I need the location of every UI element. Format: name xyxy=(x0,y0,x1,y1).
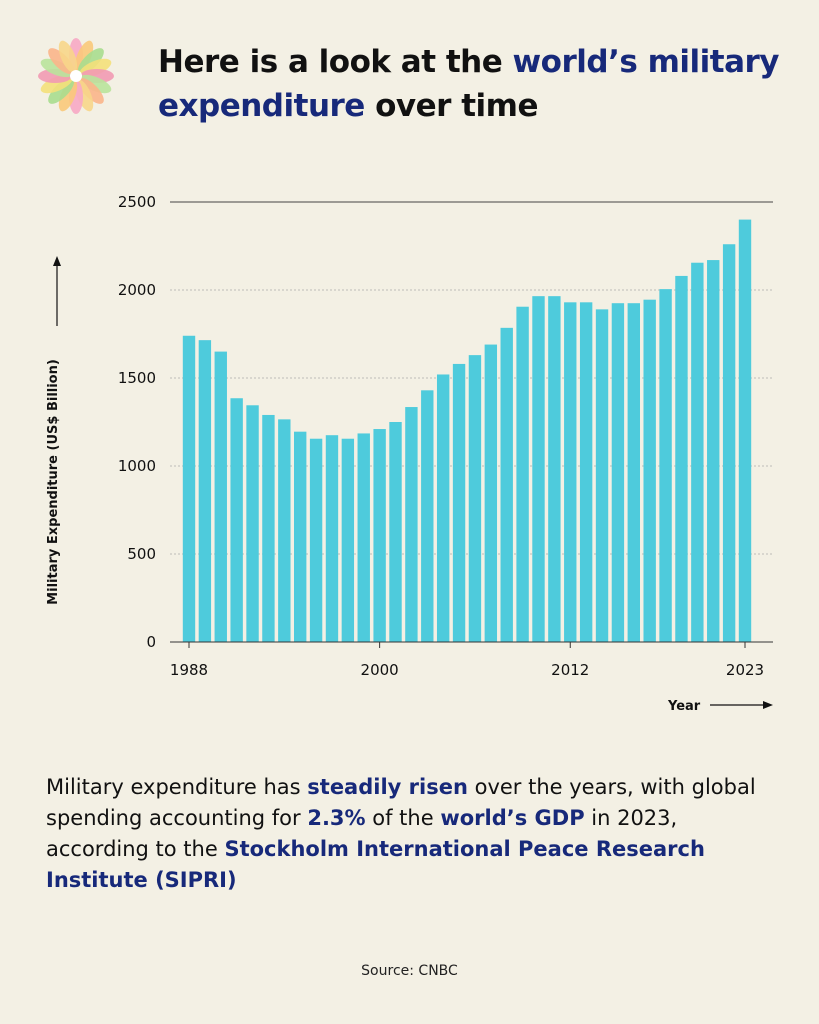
bar xyxy=(516,306,529,642)
bar xyxy=(294,431,307,642)
bar xyxy=(500,327,513,642)
title-text: over time xyxy=(364,88,539,124)
y-tick-label: 1500 xyxy=(118,369,156,387)
caption-segment: of the xyxy=(365,806,441,830)
bar xyxy=(246,405,259,642)
bar xyxy=(595,309,609,642)
bar xyxy=(373,429,386,642)
bar xyxy=(357,433,370,642)
y-tick-label: 500 xyxy=(127,545,156,563)
bar xyxy=(738,219,752,642)
bar xyxy=(405,407,418,642)
y-tick-label: 1000 xyxy=(118,457,156,475)
bar xyxy=(707,260,720,642)
bar xyxy=(341,438,355,642)
caption-text: Military expenditure has steadily risen … xyxy=(46,772,781,896)
title-text: Here is a look at the xyxy=(158,44,513,80)
bar xyxy=(484,344,498,642)
bar xyxy=(262,414,275,642)
caption-segment: Military expenditure has xyxy=(46,775,308,799)
x-axis-title: Year xyxy=(667,699,701,714)
military-expenditure-chart: 0 500 1000 1500 2000 2500 1988 2000 2012 2023 Mili… xyxy=(46,193,773,714)
bar xyxy=(548,296,561,642)
arrow-up-icon xyxy=(53,256,61,266)
bar xyxy=(532,296,545,642)
bar xyxy=(452,363,466,642)
title-highlight: world’s military expenditure xyxy=(158,44,780,124)
caption-emphasis: world’s GDP xyxy=(440,806,585,830)
y-tick-label: 0 xyxy=(146,633,156,651)
y-tick-label: 2000 xyxy=(118,281,156,299)
bar xyxy=(182,335,196,642)
bar xyxy=(691,262,704,642)
y-axis-title: Military Expenditure (US$ Billion) xyxy=(46,359,61,605)
bar xyxy=(579,302,593,642)
caption-segment: in 2023, according to the xyxy=(46,806,678,861)
bar xyxy=(627,303,640,642)
x-tick-label: 2023 xyxy=(726,661,764,679)
page-title: Here is a look at the world’s military e… xyxy=(158,40,798,128)
bar xyxy=(309,438,323,642)
y-tick-label: 2500 xyxy=(118,193,156,211)
x-tick-label: 2000 xyxy=(361,661,399,679)
x-tick-label: 2012 xyxy=(551,661,589,679)
bar xyxy=(611,303,625,642)
bar xyxy=(421,390,434,642)
source-note: Source: CNBC xyxy=(361,963,458,979)
bar xyxy=(325,435,339,642)
bar xyxy=(436,374,450,642)
bar xyxy=(230,398,243,642)
bar xyxy=(389,422,402,642)
bar xyxy=(643,299,656,642)
bar xyxy=(214,351,227,642)
bar xyxy=(722,244,736,642)
bar xyxy=(278,419,291,642)
x-tick-label: 1988 xyxy=(170,661,208,679)
caption-emphasis: steadily risen xyxy=(307,775,468,799)
bar xyxy=(198,340,212,642)
caption-emphasis: 2.3% xyxy=(307,806,366,830)
arrow-right-icon xyxy=(763,701,773,709)
caption-emphasis: Stockholm International Peace Research I… xyxy=(46,837,705,892)
flower-logo-icon xyxy=(38,38,114,114)
bar xyxy=(564,302,577,642)
caption-segment: over the years, with global spending acc… xyxy=(46,775,756,830)
bar xyxy=(659,289,672,642)
bar xyxy=(468,355,482,642)
bar xyxy=(675,275,688,642)
